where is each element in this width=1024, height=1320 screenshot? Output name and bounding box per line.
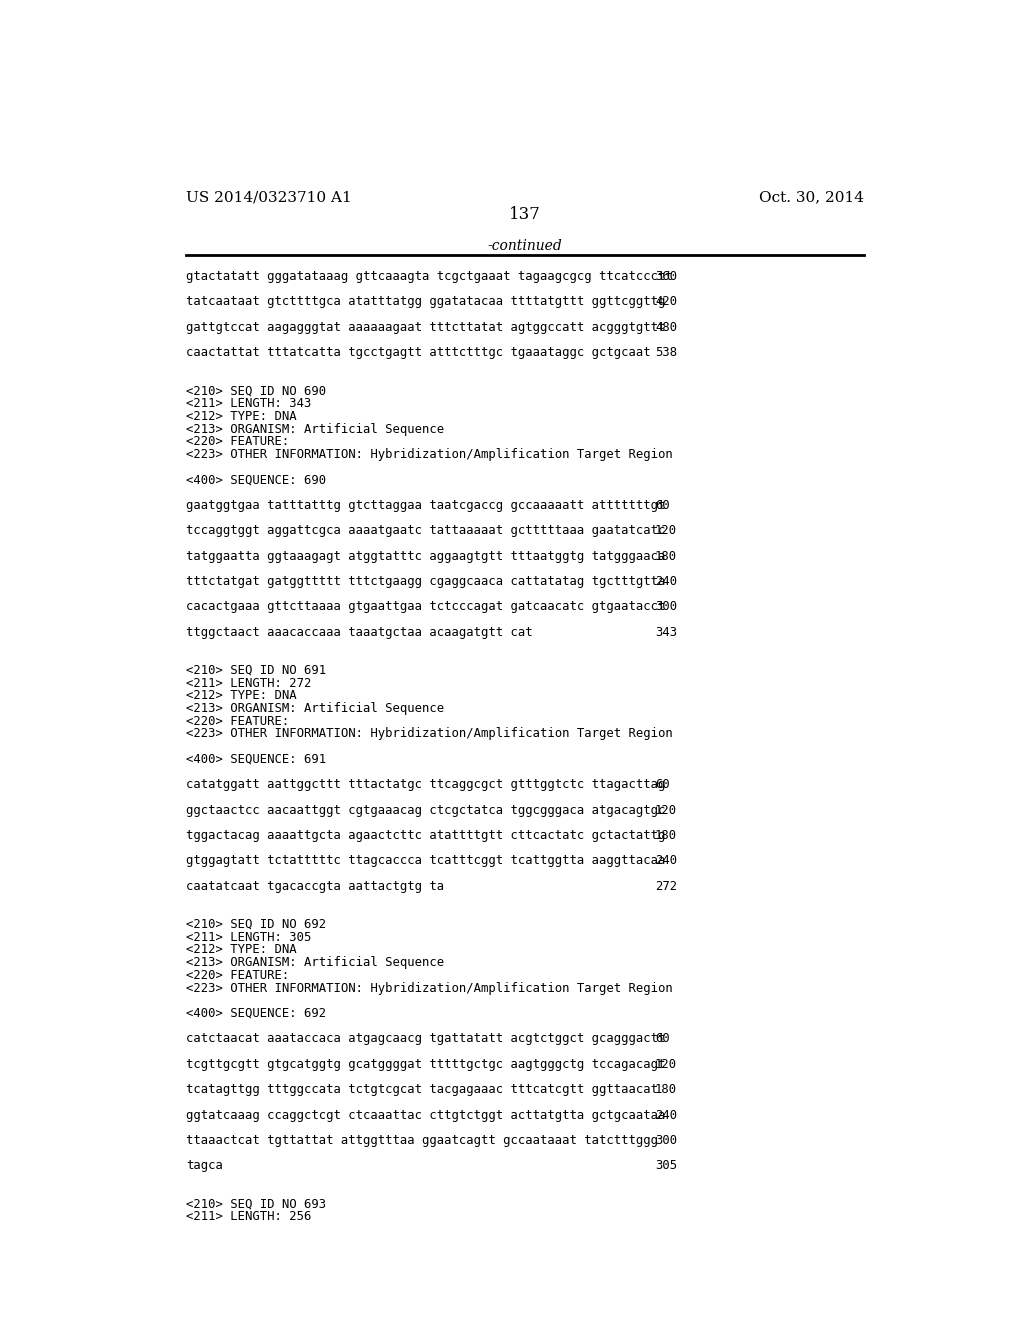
Text: 120: 120 <box>655 524 677 537</box>
Text: 420: 420 <box>655 296 677 309</box>
Text: cacactgaaa gttcttaaaa gtgaattgaa tctcccagat gatcaacatc gtgaatacct: cacactgaaa gttcttaaaa gtgaattgaa tctccca… <box>186 601 666 614</box>
Text: <212> TYPE: DNA: <212> TYPE: DNA <box>186 689 297 702</box>
Text: tggactacag aaaattgcta agaactcttc atattttgtt cttcactatc gctactattg: tggactacag aaaattgcta agaactcttc atatttt… <box>186 829 666 842</box>
Text: <211> LENGTH: 305: <211> LENGTH: 305 <box>186 931 311 944</box>
Text: <213> ORGANISM: Artificial Sequence: <213> ORGANISM: Artificial Sequence <box>186 702 444 715</box>
Text: 480: 480 <box>655 321 677 334</box>
Text: ttaaactcat tgttattat attggtttaa ggaatcagtt gccaataaat tatctttggg: ttaaactcat tgttattat attggtttaa ggaatcag… <box>186 1134 658 1147</box>
Text: 120: 120 <box>655 804 677 817</box>
Text: <213> ORGANISM: Artificial Sequence: <213> ORGANISM: Artificial Sequence <box>186 956 444 969</box>
Text: <210> SEQ ID NO 691: <210> SEQ ID NO 691 <box>186 664 327 677</box>
Text: <223> OTHER INFORMATION: Hybridization/Amplification Target Region: <223> OTHER INFORMATION: Hybridization/A… <box>186 447 673 461</box>
Text: 60: 60 <box>655 1032 670 1045</box>
Text: <211> LENGTH: 343: <211> LENGTH: 343 <box>186 397 311 411</box>
Text: 180: 180 <box>655 549 677 562</box>
Text: <220> FEATURE:: <220> FEATURE: <box>186 714 290 727</box>
Text: <220> FEATURE:: <220> FEATURE: <box>186 436 290 449</box>
Text: <400> SEQUENCE: 690: <400> SEQUENCE: 690 <box>186 474 327 486</box>
Text: <212> TYPE: DNA: <212> TYPE: DNA <box>186 409 297 422</box>
Text: 272: 272 <box>655 880 677 892</box>
Text: 180: 180 <box>655 829 677 842</box>
Text: 300: 300 <box>655 1134 677 1147</box>
Text: 305: 305 <box>655 1159 677 1172</box>
Text: tcatagttgg tttggccata tctgtcgcat tacgagaaac tttcatcgtt ggttaacat: tcatagttgg tttggccata tctgtcgcat tacgaga… <box>186 1084 658 1096</box>
Text: 300: 300 <box>655 601 677 614</box>
Text: 120: 120 <box>655 1057 677 1071</box>
Text: <210> SEQ ID NO 693: <210> SEQ ID NO 693 <box>186 1197 327 1210</box>
Text: catatggatt aattggcttt tttactatgc ttcaggcgct gtttggtctc ttagacttag: catatggatt aattggcttt tttactatgc ttcaggc… <box>186 779 666 791</box>
Text: tatcaataat gtcttttgca atatttatgg ggatatacaa ttttatgttt ggttcggttg: tatcaataat gtcttttgca atatttatgg ggatata… <box>186 296 666 309</box>
Text: 240: 240 <box>655 854 677 867</box>
Text: tcgttgcgtt gtgcatggtg gcatggggat tttttgctgc aagtgggctg tccagacagt: tcgttgcgtt gtgcatggtg gcatggggat tttttgc… <box>186 1057 666 1071</box>
Text: <211> LENGTH: 256: <211> LENGTH: 256 <box>186 1210 311 1224</box>
Text: US 2014/0323710 A1: US 2014/0323710 A1 <box>186 191 352 205</box>
Text: 538: 538 <box>655 346 677 359</box>
Text: tccaggtggt aggattcgca aaaatgaatc tattaaaaat gctttttaaa gaatatcatc: tccaggtggt aggattcgca aaaatgaatc tattaaa… <box>186 524 666 537</box>
Text: <211> LENGTH: 272: <211> LENGTH: 272 <box>186 677 311 689</box>
Text: ggctaactcc aacaattggt cgtgaaacag ctcgctatca tggcgggaca atgacagtgc: ggctaactcc aacaattggt cgtgaaacag ctcgcta… <box>186 804 666 817</box>
Text: tagca: tagca <box>186 1159 223 1172</box>
Text: <213> ORGANISM: Artificial Sequence: <213> ORGANISM: Artificial Sequence <box>186 422 444 436</box>
Text: <220> FEATURE:: <220> FEATURE: <box>186 969 290 982</box>
Text: ggtatcaaag ccaggctcgt ctcaaattac cttgtctggt acttatgtta gctgcaataa: ggtatcaaag ccaggctcgt ctcaaattac cttgtct… <box>186 1109 666 1122</box>
Text: gtggagtatt tctatttttc ttagcaccca tcatttcggt tcattggtta aaggttacaa: gtggagtatt tctatttttc ttagcaccca tcatttc… <box>186 854 666 867</box>
Text: tttctatgat gatggttttt tttctgaagg cgaggcaaca cattatatag tgctttgtta: tttctatgat gatggttttt tttctgaagg cgaggca… <box>186 576 666 587</box>
Text: gattgtccat aagagggtat aaaaaagaat tttcttatat agtggccatt acgggtgttt: gattgtccat aagagggtat aaaaaagaat tttctta… <box>186 321 666 334</box>
Text: -continued: -continued <box>487 239 562 253</box>
Text: 60: 60 <box>655 499 670 512</box>
Text: <400> SEQUENCE: 691: <400> SEQUENCE: 691 <box>186 752 327 766</box>
Text: caatatcaat tgacaccgta aattactgtg ta: caatatcaat tgacaccgta aattactgtg ta <box>186 880 444 892</box>
Text: catctaacat aaataccaca atgagcaacg tgattatatt acgtctggct gcagggactt: catctaacat aaataccaca atgagcaacg tgattat… <box>186 1032 666 1045</box>
Text: Oct. 30, 2014: Oct. 30, 2014 <box>759 191 864 205</box>
Text: 343: 343 <box>655 626 677 639</box>
Text: 137: 137 <box>509 206 541 223</box>
Text: <223> OTHER INFORMATION: Hybridization/Amplification Target Region: <223> OTHER INFORMATION: Hybridization/A… <box>186 727 673 741</box>
Text: 180: 180 <box>655 1084 677 1096</box>
Text: tatggaatta ggtaaagagt atggtatttc aggaagtgtt tttaatggtg tatgggaaca: tatggaatta ggtaaagagt atggtatttc aggaagt… <box>186 549 666 562</box>
Text: caactattat tttatcatta tgcctgagtt atttctttgc tgaaataggc gctgcaat: caactattat tttatcatta tgcctgagtt atttctt… <box>186 346 650 359</box>
Text: ttggctaact aaacaccaaa taaatgctaa acaagatgtt cat: ttggctaact aaacaccaaa taaatgctaa acaagat… <box>186 626 532 639</box>
Text: 240: 240 <box>655 1109 677 1122</box>
Text: <223> OTHER INFORMATION: Hybridization/Amplification Target Region: <223> OTHER INFORMATION: Hybridization/A… <box>186 982 673 994</box>
Text: gtactatatt gggatataaag gttcaaagta tcgctgaaat tagaagcgcg ttcatccctt: gtactatatt gggatataaag gttcaaagta tcgctg… <box>186 271 673 282</box>
Text: 360: 360 <box>655 271 677 282</box>
Text: <400> SEQUENCE: 692: <400> SEQUENCE: 692 <box>186 1007 327 1020</box>
Text: gaatggtgaa tatttatttg gtcttaggaa taatcgaccg gccaaaaatt atttttttgt: gaatggtgaa tatttatttg gtcttaggaa taatcga… <box>186 499 666 512</box>
Text: <210> SEQ ID NO 692: <210> SEQ ID NO 692 <box>186 917 327 931</box>
Text: <210> SEQ ID NO 690: <210> SEQ ID NO 690 <box>186 384 327 397</box>
Text: 60: 60 <box>655 779 670 791</box>
Text: 240: 240 <box>655 576 677 587</box>
Text: <212> TYPE: DNA: <212> TYPE: DNA <box>186 944 297 957</box>
